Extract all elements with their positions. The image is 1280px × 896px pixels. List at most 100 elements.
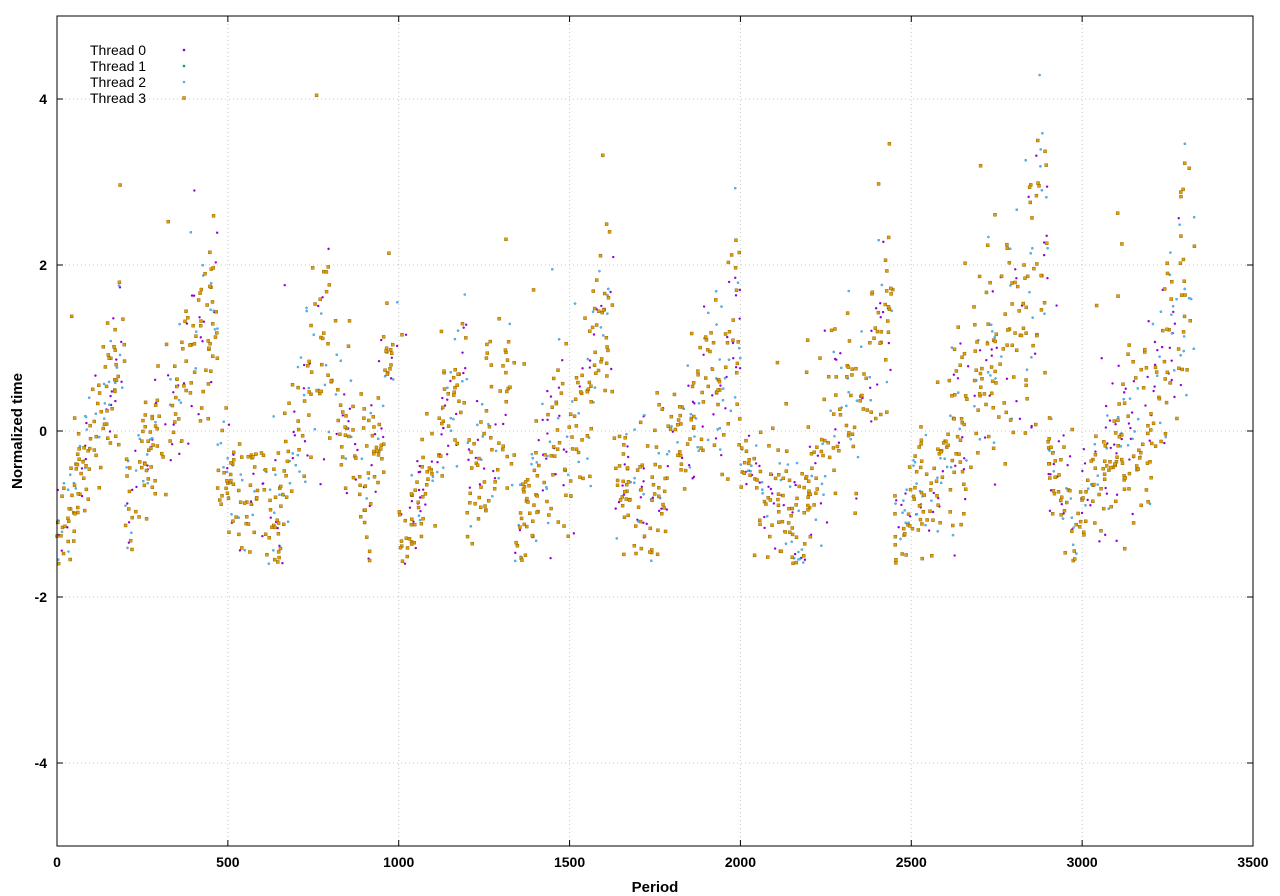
- data-point: [978, 438, 982, 441]
- data-point: [335, 353, 338, 356]
- data-point: [469, 525, 472, 528]
- data-point: [513, 559, 517, 563]
- data-point: [592, 401, 595, 404]
- data-point: [404, 333, 408, 336]
- data-point: [1057, 440, 1061, 443]
- data-point: [455, 465, 459, 468]
- data-point: [1013, 331, 1017, 335]
- data-point: [622, 515, 627, 520]
- data-point: [724, 365, 728, 370]
- data-point: [1131, 512, 1134, 516]
- data-point: [802, 561, 805, 564]
- data-point: [897, 526, 900, 529]
- data-point: [1147, 320, 1150, 323]
- data-point: [70, 493, 74, 498]
- data-point: [936, 503, 940, 507]
- data-point: [943, 457, 946, 460]
- data-point: [395, 344, 399, 348]
- data-point: [189, 231, 193, 234]
- data-point: [1062, 434, 1065, 437]
- data-point: [198, 291, 202, 295]
- data-point: [665, 508, 669, 511]
- data-point: [62, 482, 66, 485]
- data-point: [666, 464, 670, 468]
- data-point: [514, 551, 517, 555]
- data-point: [261, 453, 266, 458]
- data-point: [202, 320, 206, 323]
- data-point: [758, 518, 762, 523]
- data-point: [114, 381, 117, 385]
- data-point: [519, 483, 522, 487]
- data-point: [956, 377, 960, 380]
- data-point: [939, 457, 942, 460]
- data-point: [209, 369, 213, 373]
- data-point: [1007, 260, 1012, 265]
- data-point: [143, 400, 148, 405]
- data-point: [870, 420, 873, 423]
- data-point: [1137, 417, 1140, 421]
- data-point: [546, 432, 549, 435]
- data-point: [1031, 247, 1034, 250]
- data-point: [626, 445, 629, 448]
- data-point: [61, 551, 66, 556]
- data-point: [1115, 493, 1119, 496]
- data-point: [938, 520, 942, 525]
- data-point: [146, 464, 149, 467]
- data-point: [263, 532, 268, 536]
- data-point: [85, 428, 89, 431]
- data-point: [940, 475, 945, 479]
- data-point: [1158, 421, 1162, 425]
- data-point: [506, 340, 511, 344]
- data-point: [153, 378, 157, 382]
- data-point: [1103, 533, 1107, 537]
- data-point: [1086, 487, 1090, 490]
- data-point: [1082, 447, 1086, 451]
- data-point: [344, 457, 348, 460]
- data-point: [551, 445, 556, 449]
- data-point: [497, 316, 501, 321]
- data-point: [734, 186, 737, 190]
- data-point: [1093, 452, 1098, 457]
- data-point: [309, 370, 314, 374]
- data-point: [84, 487, 89, 492]
- data-point: [561, 359, 564, 362]
- data-point: [413, 488, 417, 492]
- data-point: [988, 394, 991, 397]
- data-point: [321, 296, 324, 299]
- data-point: [225, 491, 230, 495]
- data-point: [196, 298, 201, 302]
- data-point: [60, 549, 63, 552]
- data-point: [210, 380, 213, 384]
- data-point: [237, 516, 241, 519]
- data-point: [750, 464, 753, 468]
- data-point: [327, 430, 331, 434]
- data-point: [615, 478, 620, 483]
- data-point: [347, 319, 352, 323]
- data-point: [86, 497, 91, 501]
- data-point: [950, 346, 954, 349]
- data-point: [230, 513, 233, 516]
- data-point: [816, 454, 820, 457]
- data-point: [969, 465, 973, 470]
- data-point: [541, 489, 545, 492]
- data-point: [128, 538, 133, 543]
- data-point: [1013, 280, 1017, 285]
- data-point: [1104, 486, 1107, 490]
- data-point: [1115, 452, 1118, 455]
- data-point: [899, 537, 902, 541]
- data-point: [1119, 445, 1122, 448]
- data-point: [446, 386, 449, 390]
- data-point: [840, 366, 843, 370]
- data-point: [323, 383, 327, 387]
- data-point: [379, 443, 384, 447]
- data-point: [190, 294, 194, 297]
- data-point: [625, 482, 629, 487]
- data-point: [1141, 386, 1146, 390]
- data-point: [1127, 422, 1131, 425]
- data-point: [131, 488, 134, 492]
- data-point: [877, 238, 880, 242]
- data-point: [78, 444, 82, 448]
- data-point: [986, 371, 990, 374]
- data-point: [754, 462, 758, 465]
- data-point: [994, 332, 999, 336]
